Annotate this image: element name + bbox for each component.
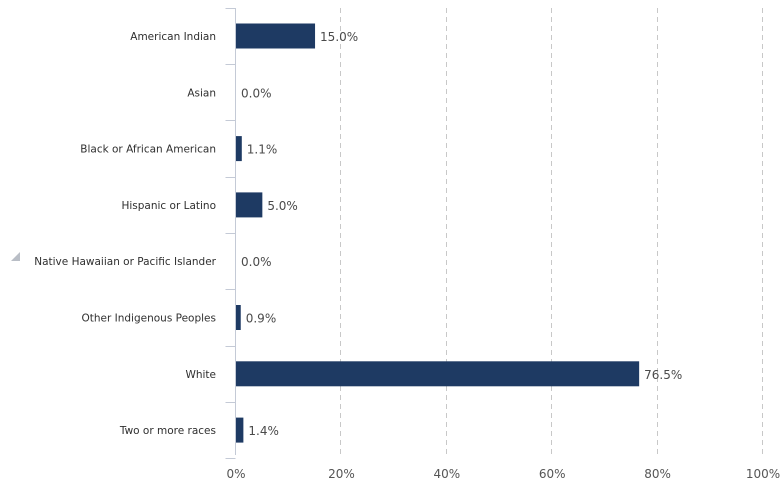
value-label: 76.5% bbox=[644, 368, 682, 382]
value-label: 0.0% bbox=[241, 255, 272, 269]
value-label: 0.9% bbox=[246, 312, 276, 326]
value-label: 0.0% bbox=[241, 86, 272, 100]
bar bbox=[236, 361, 640, 387]
category-label: Black or African American bbox=[80, 144, 216, 156]
value-label: 1.1% bbox=[247, 143, 278, 157]
category-label: Native Hawaiian or Pacific Islander bbox=[34, 256, 216, 268]
category-axis bbox=[225, 8, 236, 459]
value-label: 5.0% bbox=[267, 199, 298, 213]
x-tick-label: 100% bbox=[746, 467, 780, 481]
category-label: Other Indigenous Peoples bbox=[81, 313, 216, 325]
category-label: Hispanic or Latino bbox=[121, 200, 216, 212]
category-label: Two or more races bbox=[119, 425, 216, 437]
bar bbox=[236, 192, 263, 218]
bar bbox=[236, 305, 241, 330]
value-label: 1.4% bbox=[248, 424, 278, 438]
x-tick-label: 60% bbox=[539, 467, 566, 481]
grid-lines bbox=[340, 8, 763, 455]
category-label: White bbox=[185, 369, 216, 381]
labels: American Indian 15.0% Asian 0.0% Black or Af… bbox=[34, 30, 780, 481]
bar bbox=[236, 136, 242, 162]
x-tick-label: 0% bbox=[226, 467, 245, 481]
x-tick-label: 80% bbox=[644, 467, 671, 481]
value-label: 15.0% bbox=[320, 30, 358, 44]
bar bbox=[236, 23, 316, 49]
collapse-triangle-icon[interactable] bbox=[11, 252, 20, 261]
category-label: American Indian bbox=[130, 31, 216, 43]
x-tick-label: 40% bbox=[433, 467, 460, 481]
bar bbox=[236, 417, 244, 443]
bars bbox=[236, 23, 640, 443]
x-tick-label: 20% bbox=[328, 467, 355, 481]
category-label: Asian bbox=[187, 87, 216, 99]
